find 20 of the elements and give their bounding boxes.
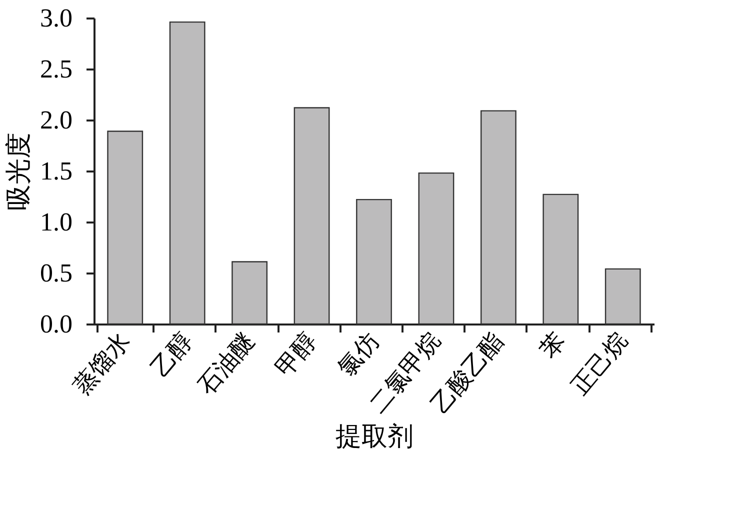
x-tick-label: 氯仿: [334, 328, 384, 382]
bar: [604, 268, 641, 325]
bar: [232, 261, 268, 325]
bar: [542, 194, 579, 325]
bar: [294, 107, 330, 325]
x-axis-title: 提取剂: [336, 422, 414, 451]
y-tick-label: 3.0: [40, 4, 72, 32]
y-tick-label: 0.5: [40, 258, 72, 288]
y-tick-label: 0.0: [40, 310, 72, 338]
bar: [169, 21, 206, 325]
x-tick-label: 甲醇: [270, 328, 322, 382]
y-tick-label: 2.5: [40, 54, 72, 84]
bar: [418, 172, 454, 325]
bar: [356, 198, 392, 325]
y-tick-label: 2.0: [40, 106, 72, 134]
y-tick-label: 1.0: [40, 208, 72, 236]
bar: [480, 110, 516, 325]
y-axis-title: 吸光度: [4, 132, 33, 210]
y-tick-label: 1.5: [40, 156, 72, 186]
bar: [107, 130, 144, 325]
